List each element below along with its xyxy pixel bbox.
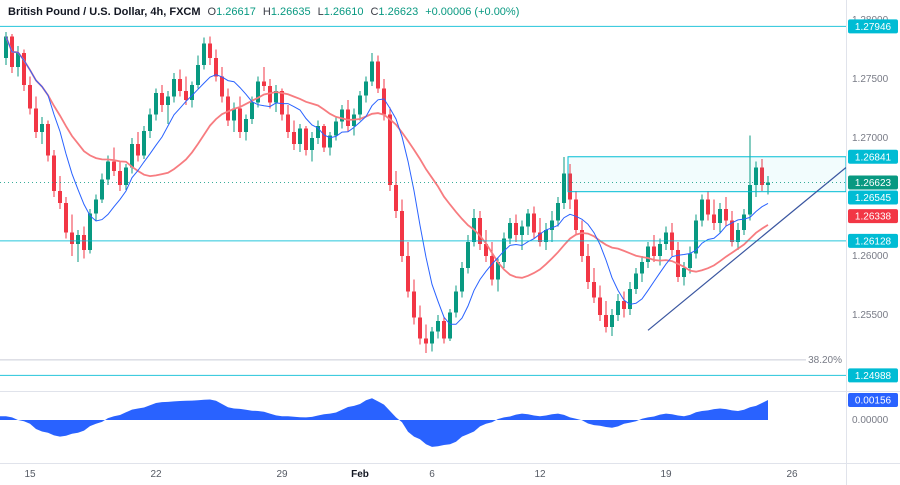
- indicator-pane-area: [0, 398, 768, 447]
- ma-slow-line: [5, 36, 769, 279]
- ohlc-values: O1.26617 H1.26635 L1.26610 C1.26623 +0.00006…: [201, 6, 520, 18]
- time-tick-label: 12: [534, 469, 546, 480]
- high-value: 1.26635: [270, 6, 311, 18]
- time-tick-label: 22: [150, 469, 162, 480]
- time-tick-label: 15: [24, 469, 36, 480]
- price-badge-label: 1.26128: [855, 236, 892, 247]
- time-tick-label: 26: [786, 469, 798, 480]
- chart-drawings[interactable]: [0, 25, 847, 376]
- high-label: H: [262, 6, 271, 18]
- oscillator-area: [0, 398, 768, 447]
- price-badge-label: 1.27946: [855, 22, 892, 33]
- fib-level-line[interactable]: 38.20%: [0, 355, 842, 366]
- symbol-title[interactable]: British Pound / U.S. Dollar, 4h, FXCM: [8, 6, 201, 18]
- rectangle-drawing: [567, 156, 847, 193]
- close-label: C: [370, 6, 379, 18]
- price-badge-label: 1.26623: [855, 178, 892, 189]
- low-label: L: [317, 6, 324, 18]
- time-tick-label: Feb: [351, 469, 369, 480]
- price-badge-label: 1.26545: [855, 193, 892, 204]
- fib-level-label: 38.20%: [808, 355, 842, 366]
- symbol-legend: British Pound / U.S. Dollar, 4h, FXCM O1.…: [8, 6, 519, 18]
- price-badge: [848, 233, 898, 248]
- candlestick-series: [4, 31, 770, 353]
- time-axis[interactable]: 15 22 29 Feb 6 12 19 26: [24, 469, 798, 480]
- ma-fast-line: [5, 36, 769, 325]
- price-badge: [848, 393, 898, 408]
- price-badge: [848, 209, 898, 224]
- time-tick-label: 19: [660, 469, 672, 480]
- price-badge: [848, 175, 898, 190]
- price-badge: [848, 368, 898, 383]
- trendline-drawing: [647, 167, 847, 331]
- indicator-zero-label: 0.00000: [852, 415, 889, 426]
- price-tick-label: 1.26000: [852, 251, 889, 262]
- price-badge-label: 0.00156: [855, 396, 892, 407]
- close-value: 1.26623: [378, 6, 419, 18]
- price-badges: 1.27946 1.26841 1.26623 1.26545 1.26338 1.261…: [848, 19, 898, 408]
- price-tick-label: 1.27000: [852, 133, 889, 144]
- open-label: O: [207, 6, 217, 18]
- price-badge: [848, 19, 898, 34]
- time-tick-label: 6: [429, 469, 435, 480]
- price-badge-label: 1.26338: [855, 212, 892, 223]
- price-badge-label: 1.24988: [855, 371, 892, 382]
- price-badge: [848, 149, 898, 164]
- time-tick-label: 29: [276, 469, 288, 480]
- moving-average-lines: [5, 36, 769, 325]
- price-change: +0.00006 (+0.00%): [425, 6, 520, 18]
- price-tick-label: 1.25500: [852, 310, 889, 321]
- low-value: 1.26610: [323, 6, 364, 18]
- open-value: 1.26617: [216, 6, 256, 18]
- price-tick-label: 1.27500: [852, 74, 889, 85]
- price-badge: [848, 190, 898, 205]
- price-badge-label: 1.26841: [855, 152, 892, 163]
